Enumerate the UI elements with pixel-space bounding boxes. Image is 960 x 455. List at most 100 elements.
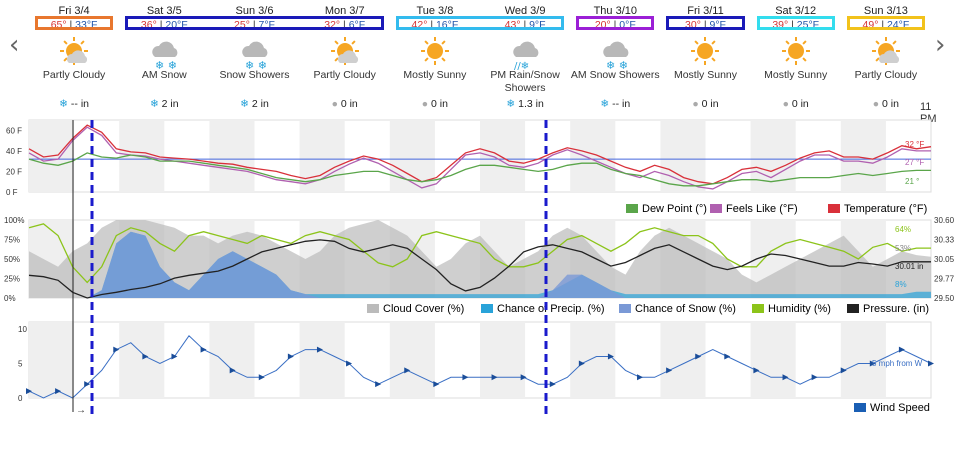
series-line-1 — [28, 126, 931, 190]
legend-label: Pressure. (in) — [863, 303, 929, 315]
day-condition: PM Rain/Snow Showers — [490, 69, 560, 94]
day-precip-amount: 0 in — [882, 98, 899, 110]
day-date: Fri 3/4 — [58, 5, 90, 17]
legend-label: Temperature (°F) — [844, 203, 927, 215]
legend-swatch — [481, 304, 493, 313]
raindrop-icon: ● — [692, 98, 699, 110]
wind-direction-arrow — [607, 353, 614, 360]
day-condition: Mostly Sunny — [764, 69, 828, 81]
wind-direction-arrow — [724, 353, 731, 360]
day-precip-amount: 0 in — [340, 98, 358, 110]
night-band — [209, 120, 255, 192]
day-date: Thu 3/10 — [593, 5, 637, 17]
weather-charts: 60 F 40 F 20 F 0 F 32 °F 27 °F 21 ° Dew Point (… — [4, 119, 955, 416]
y-tick-label: 20 F — [6, 167, 22, 176]
series-end-label: 53% — [895, 244, 911, 253]
day-precip: ● 0 in — [300, 98, 390, 110]
legend-swatch — [367, 304, 379, 313]
legend-swatch — [626, 204, 638, 213]
series-end-label: 30.01 in — [895, 262, 923, 271]
wind-direction-arrow — [549, 381, 556, 388]
wind-direction-arrow — [375, 381, 382, 388]
y2-tick-label: 30.05 — [934, 255, 955, 264]
wind-direction-arrow — [753, 367, 760, 374]
legend-label: Wind Speed — [870, 402, 930, 414]
y2-tick-label: 30.33 — [934, 236, 955, 245]
svg-text:❄ ❄: ❄ ❄ — [606, 59, 628, 71]
series-end-label: 21 ° — [905, 177, 919, 186]
wind-direction-arrow — [113, 346, 120, 353]
wind-direction-arrow — [316, 346, 323, 353]
series-end-label: 8% — [895, 280, 907, 289]
snowflake-icon: ❄ — [506, 98, 516, 110]
wind-direction-arrow — [346, 360, 353, 367]
highlight-box — [666, 16, 745, 30]
day-date: Sat 3/5 — [146, 5, 182, 17]
right-arrow-icon: → — [76, 405, 86, 416]
next-arrow-button[interactable]: › — [935, 30, 946, 60]
legend-swatch — [854, 403, 866, 412]
day-precip: ❄ -- in — [570, 98, 660, 110]
raindrop-icon: ● — [421, 98, 429, 110]
day-date: Sat 3/12 — [775, 5, 817, 17]
night-band — [119, 322, 165, 398]
day-precip: ❄ 2 in — [119, 98, 209, 110]
y2-tick-label: 29.50 — [934, 294, 955, 303]
snowflake-icon: ❄ — [59, 98, 68, 110]
wind-direction-arrow — [637, 374, 644, 381]
y-tick-label: 5 — [18, 359, 23, 368]
y-tick-label: 25% — [4, 275, 20, 284]
wind-direction-arrow — [695, 353, 702, 360]
day-date: Tue 3/8 — [416, 5, 454, 17]
day-precip-amount: 0 in — [701, 98, 719, 110]
night-band — [480, 120, 526, 192]
wind-direction-arrow — [55, 388, 62, 395]
highlight-box — [756, 16, 835, 30]
day-precip: ● 0 in — [751, 98, 841, 110]
day-date: Sun 3/13 — [863, 5, 908, 17]
partly-cloudy-icon — [841, 35, 931, 69]
humidity-line — [28, 223, 931, 284]
series-end-label: 5 mph from W — [872, 359, 923, 368]
y-tick-label: 50% — [4, 255, 20, 264]
y2-tick-label: 29.77 — [934, 275, 955, 284]
wind-direction-arrow — [782, 374, 789, 381]
day-precip-amount: -- in — [612, 98, 631, 110]
day-column-2[interactable]: Sun 3/6 25° | 7°F ❄ ❄ Snow Showers ❄ 2 in — [209, 0, 299, 122]
day-precip: ❄ -- in — [29, 98, 119, 110]
snow-icon: ❄ ❄ — [119, 35, 209, 72]
day-date: Fri 3/11 — [687, 5, 724, 17]
wind-direction-arrow — [811, 374, 818, 381]
y-tick-label: 60 F — [6, 126, 22, 135]
wind-direction-arrow — [258, 374, 265, 381]
partly-cloudy-icon — [29, 35, 119, 69]
day-condition: Partly Cloudy — [854, 69, 918, 81]
y-tick-label: 10 — [18, 325, 27, 334]
wind-direction-arrow — [840, 367, 847, 374]
day-condition: Partly Cloudy — [42, 69, 106, 81]
raindrop-icon: ● — [872, 98, 880, 110]
night-band — [389, 322, 435, 398]
night-band — [570, 120, 616, 192]
y-tick-label: 100% — [4, 216, 24, 225]
snow-showers-icon: ❄ ❄ — [209, 35, 299, 72]
rain-snow-icon: //❄ — [480, 35, 570, 72]
wind-direction-arrow — [869, 360, 876, 367]
night-band — [750, 322, 796, 398]
wind-direction-arrow — [229, 367, 236, 374]
day-condition: Mostly Sunny — [673, 69, 737, 81]
day-precip: ● 0 in — [841, 98, 931, 110]
highlight-box — [395, 16, 565, 30]
day-precip: ❄ 1.3 in — [480, 98, 570, 110]
legend-label: Chance of Snow (%) — [635, 303, 736, 315]
previous-arrow-button[interactable]: ‹ — [9, 30, 20, 60]
night-band — [299, 322, 345, 398]
night-band — [840, 322, 886, 398]
day-column-4[interactable]: Tue 3/8 42° | 16°F Mostly Sunny ● 0 in — [390, 0, 480, 122]
wind-direction-arrow — [84, 381, 91, 388]
day-column-8[interactable]: Sat 3/12 39° | 25°F Mostly Sunny ● 0 in — [751, 0, 841, 122]
day-precip-amount: 1.3 in — [518, 98, 544, 110]
day-date: Sun 3/6 — [235, 5, 274, 17]
day-date: Wed 3/9 — [504, 5, 546, 17]
day-condition: Snow Showers — [219, 69, 290, 81]
